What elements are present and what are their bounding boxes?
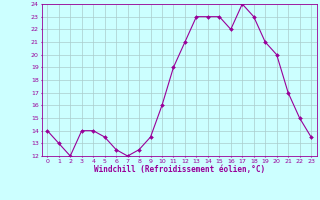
X-axis label: Windchill (Refroidissement éolien,°C): Windchill (Refroidissement éolien,°C) xyxy=(94,165,265,174)
